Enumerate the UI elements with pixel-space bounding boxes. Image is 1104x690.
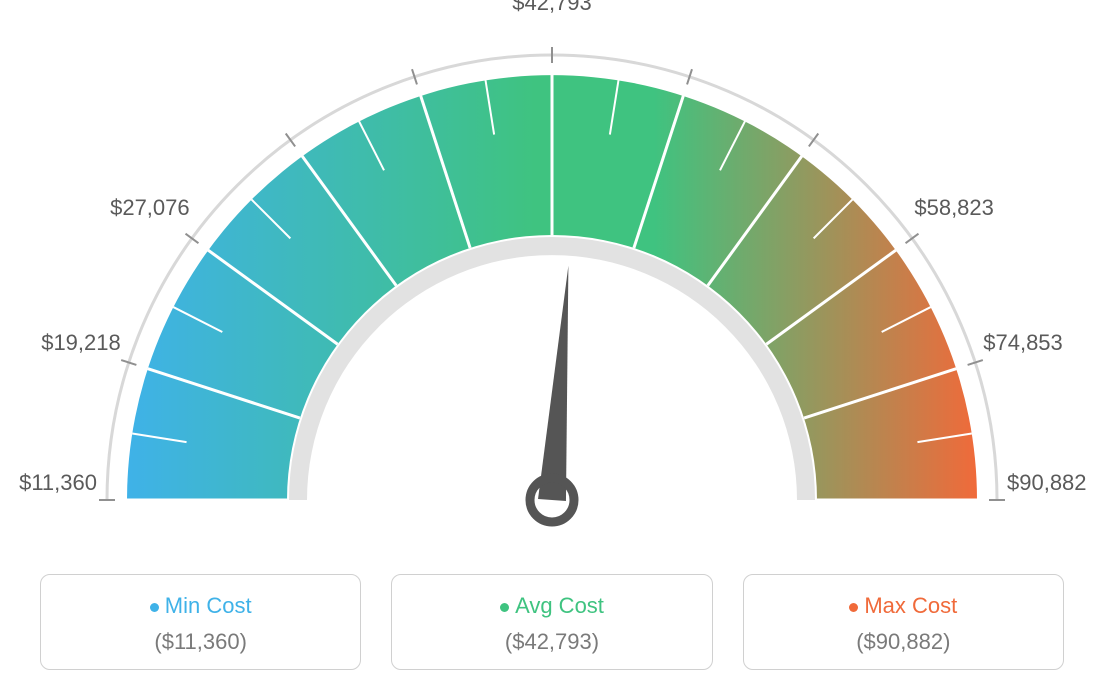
avg-cost-title: Avg Cost (402, 593, 701, 619)
max-cost-card: Max Cost ($90,882) (743, 574, 1064, 670)
svg-text:$19,218: $19,218 (41, 330, 121, 355)
summary-cards: Min Cost ($11,360) Avg Cost ($42,793) Ma… (40, 574, 1064, 670)
avg-cost-label: Avg Cost (515, 593, 604, 618)
max-cost-value: ($90,882) (754, 629, 1053, 655)
min-cost-title: Min Cost (51, 593, 350, 619)
gauge-area: $11,360 $19,218 $27,076 $42,793 $58,823 $74,8… (0, 0, 1104, 540)
max-cost-title: Max Cost (754, 593, 1053, 619)
svg-text:$58,823: $58,823 (914, 195, 994, 220)
svg-text:$27,076: $27,076 (110, 195, 190, 220)
svg-text:$74,853: $74,853 (983, 330, 1063, 355)
avg-cost-value: ($42,793) (402, 629, 701, 655)
svg-text:$11,360: $11,360 (19, 470, 97, 495)
min-cost-card: Min Cost ($11,360) (40, 574, 361, 670)
max-dot-icon (849, 603, 858, 612)
svg-text:$42,793: $42,793 (512, 0, 592, 15)
min-cost-label: Min Cost (165, 593, 252, 618)
gauge-chart-container: $11,360 $19,218 $27,076 $42,793 $58,823 $74,8… (0, 0, 1104, 690)
min-dot-icon (150, 603, 159, 612)
avg-dot-icon (500, 603, 509, 612)
gauge-svg: $11,360 $19,218 $27,076 $42,793 $58,823 $74,8… (0, 0, 1104, 560)
min-cost-value: ($11,360) (51, 629, 350, 655)
max-cost-label: Max Cost (864, 593, 957, 618)
svg-text:$90,882: $90,882 (1007, 470, 1087, 495)
avg-cost-card: Avg Cost ($42,793) (391, 574, 712, 670)
